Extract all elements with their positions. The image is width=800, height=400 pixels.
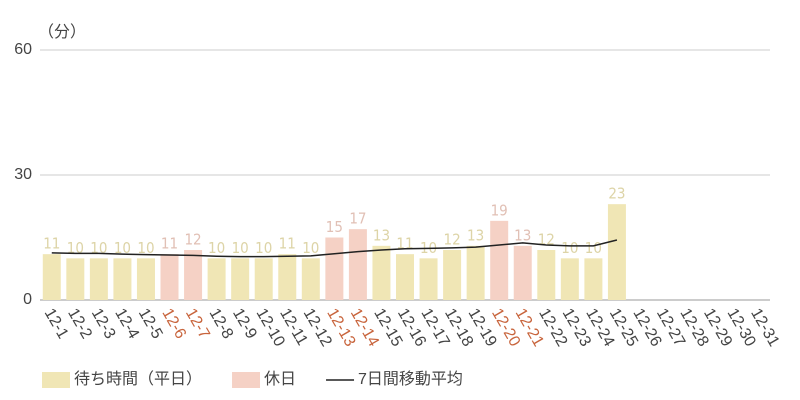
x-tick-label: 12-6	[158, 306, 189, 342]
bar	[278, 254, 297, 300]
value-label: 11	[161, 235, 178, 253]
value-label: 10	[137, 239, 154, 257]
value-label: 12	[184, 231, 201, 249]
value-label: 10	[232, 239, 249, 257]
y-tick-label: 30	[14, 166, 32, 183]
bar	[396, 254, 414, 300]
y-unit-label: （分）	[38, 23, 86, 41]
legend-label: 待ち時間（平日）	[74, 370, 202, 388]
bar	[160, 254, 179, 300]
x-tick-label: 12-2	[64, 306, 95, 342]
bar	[466, 245, 485, 300]
x-tick-label: 12-9	[229, 306, 260, 342]
bar	[443, 250, 462, 300]
y-tick-label: 0	[23, 291, 32, 308]
bar	[184, 250, 203, 300]
x-tick-label: 12-5	[135, 306, 166, 342]
x-tick-label: 12-8	[205, 306, 236, 342]
bar	[231, 258, 250, 300]
value-label: 13	[467, 226, 484, 244]
value-label: 11	[43, 235, 60, 253]
value-label: 10	[302, 239, 319, 257]
legend-label: 休日	[264, 370, 296, 388]
legend-swatch	[42, 372, 70, 388]
value-label: 19	[491, 201, 508, 219]
value-label: 11	[396, 235, 413, 253]
bar	[348, 229, 367, 300]
bar	[207, 258, 226, 300]
bar	[301, 258, 320, 300]
value-label: 10	[208, 239, 225, 257]
bar	[113, 258, 132, 300]
value-label: 17	[349, 210, 366, 228]
value-label: 10	[585, 239, 602, 257]
value-label: 10	[255, 239, 272, 257]
bar	[372, 245, 391, 300]
value-label: 13	[514, 226, 531, 244]
bar	[490, 220, 509, 300]
value-label: 23	[608, 185, 625, 203]
value-label: 12	[444, 231, 461, 249]
bar	[89, 258, 108, 300]
x-tick-label: 12-4	[111, 306, 142, 342]
bar	[136, 258, 155, 300]
value-label: 10	[114, 239, 131, 257]
bar	[560, 258, 579, 300]
x-tick-label: 12-7	[182, 306, 213, 342]
bar	[42, 254, 61, 300]
bar	[513, 245, 532, 300]
x-tick-label: 12-1	[41, 306, 72, 342]
value-label: 13	[373, 226, 390, 244]
value-label: 15	[326, 218, 343, 236]
bar	[584, 258, 603, 300]
bar	[254, 258, 273, 300]
value-label: 10	[90, 239, 107, 257]
bar	[537, 250, 556, 300]
value-label: 10	[561, 239, 578, 257]
moving-average-line	[51, 239, 618, 258]
bar	[419, 258, 438, 300]
bar	[607, 204, 626, 300]
legend-label: 7日間移動平均	[358, 370, 463, 388]
legend-swatch	[232, 372, 261, 388]
bar	[66, 258, 85, 300]
value-label: 10	[67, 239, 84, 257]
y-tick-label: 60	[14, 41, 32, 58]
x-tick-label: 12-3	[88, 306, 119, 342]
value-label: 11	[279, 235, 296, 253]
bar	[325, 237, 344, 300]
